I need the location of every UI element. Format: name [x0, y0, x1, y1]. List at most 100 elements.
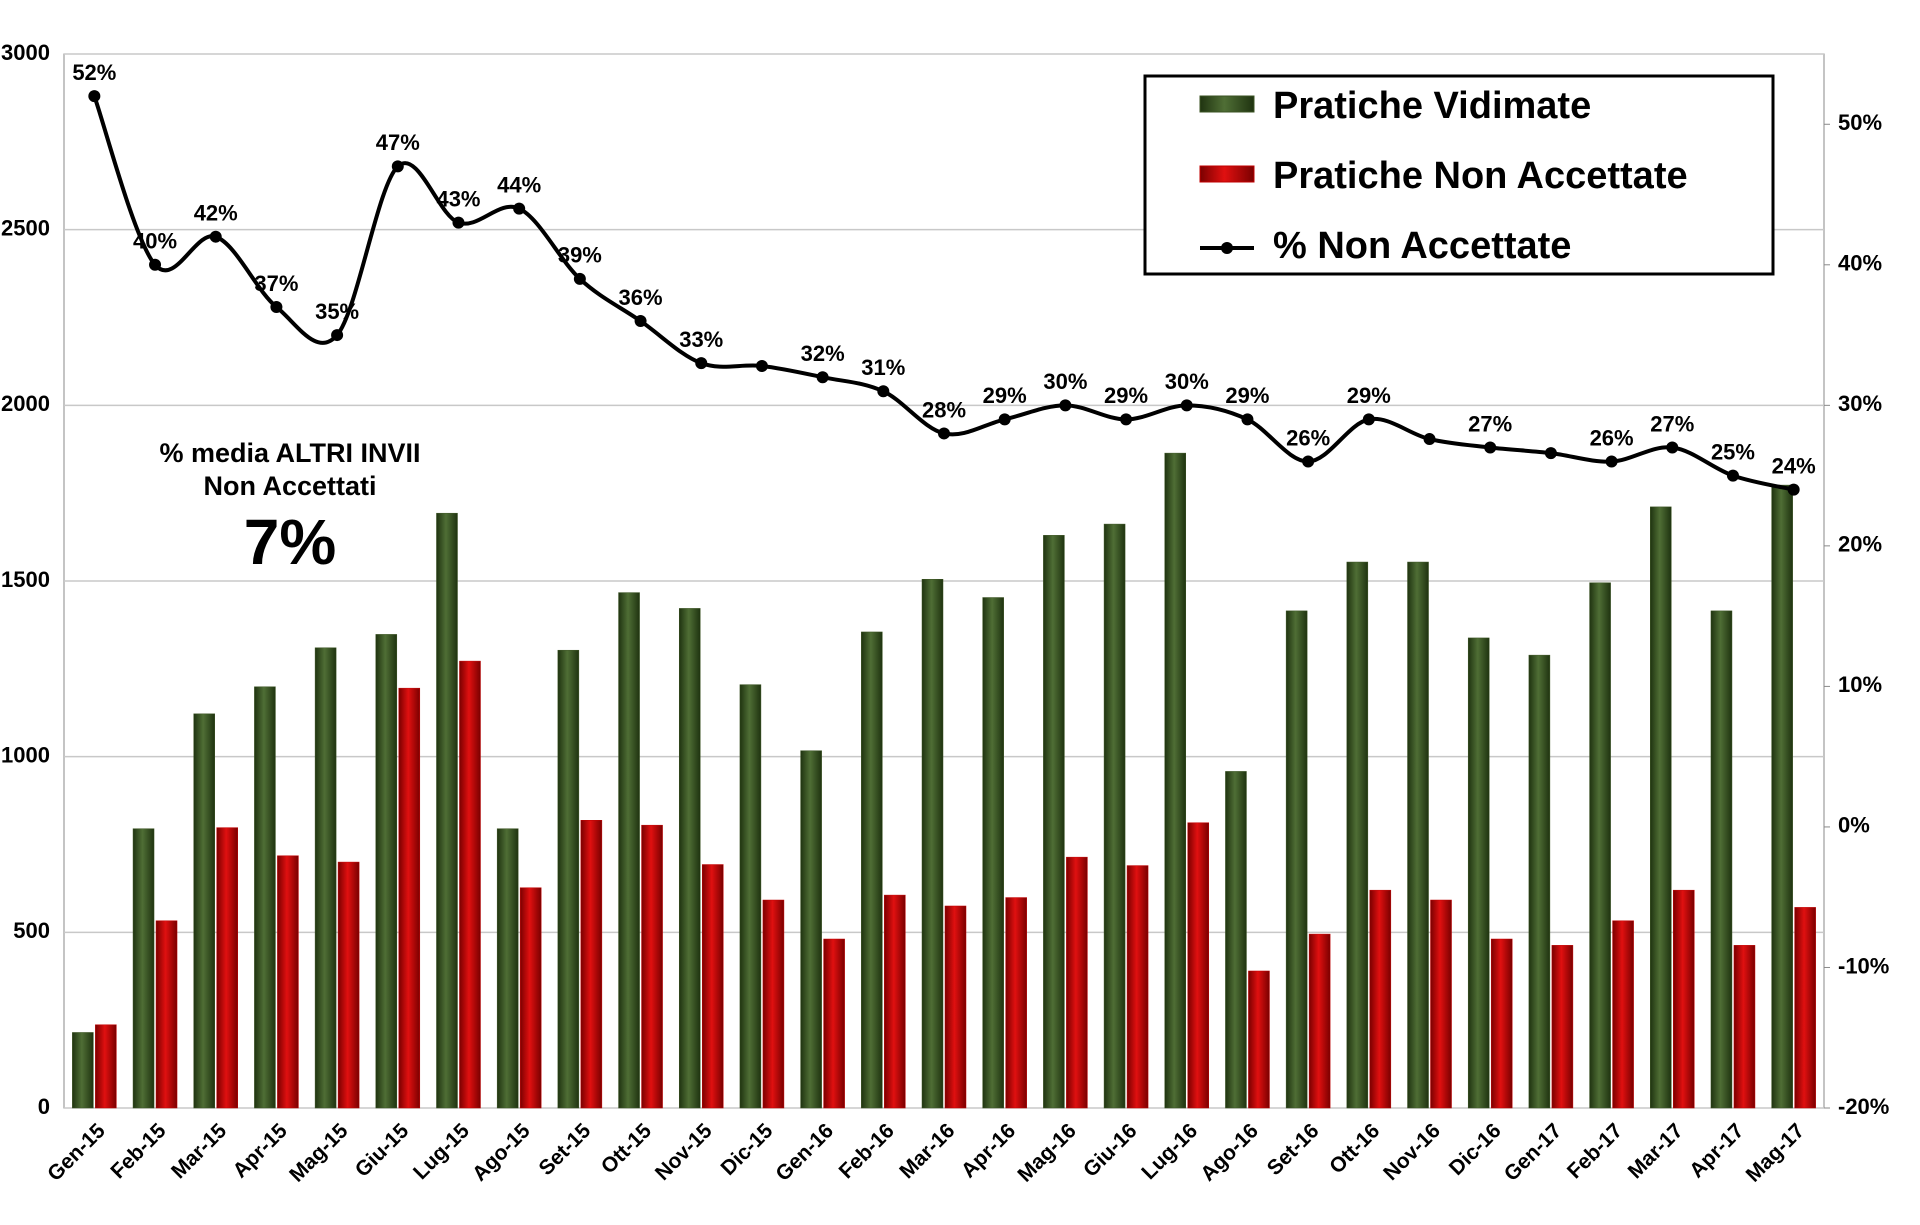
- data-label: 29%: [983, 383, 1027, 408]
- x-tick-label: Feb-17: [1563, 1119, 1627, 1183]
- legend-swatch: [1199, 95, 1255, 113]
- line-marker: [1362, 413, 1375, 426]
- y2-tick-label: 20%: [1838, 532, 1882, 557]
- bar: [982, 597, 1004, 1109]
- data-label: 35%: [315, 299, 359, 324]
- data-label: 37%: [254, 271, 298, 296]
- bar: [72, 1032, 94, 1109]
- bar: [1103, 523, 1126, 1109]
- x-tick-label: Ago-15: [468, 1119, 535, 1186]
- line-marker: [209, 230, 222, 243]
- bar: [1710, 610, 1733, 1109]
- data-label: 32%: [801, 341, 845, 366]
- bar: [861, 631, 883, 1109]
- x-tick-label: Gen-17: [1500, 1119, 1567, 1186]
- bar: [1369, 889, 1392, 1109]
- bar: [944, 905, 967, 1109]
- x-tick-label: Giu-16: [1079, 1119, 1141, 1181]
- x-tick-label: Feb-16: [835, 1119, 899, 1183]
- y2-tick-label: 10%: [1838, 672, 1882, 697]
- line-marker: [270, 300, 283, 313]
- line-marker: [1544, 447, 1557, 460]
- bar: [95, 1024, 117, 1109]
- bar: [1066, 856, 1088, 1109]
- data-label: 42%: [194, 201, 238, 226]
- x-tick-label: Nov-16: [1379, 1119, 1445, 1185]
- data-label: 28%: [922, 397, 966, 422]
- line-marker: [1180, 399, 1193, 412]
- bar: [436, 512, 458, 1109]
- data-label: 29%: [1347, 383, 1391, 408]
- bar: [1126, 865, 1149, 1109]
- legend-label: Pratiche Vidimate: [1273, 85, 1591, 127]
- bar: [739, 684, 762, 1109]
- line-marker: [1302, 455, 1315, 468]
- line-marker: [391, 160, 404, 173]
- legend-label: % Non Accettate: [1273, 225, 1571, 267]
- bar: [1650, 506, 1672, 1109]
- line-marker: [877, 385, 890, 398]
- line-marker: [149, 258, 162, 271]
- bar: [1528, 654, 1551, 1109]
- y2-tick-label: 0%: [1838, 813, 1870, 838]
- line-marker: [816, 371, 829, 384]
- line-marker: [1666, 441, 1679, 454]
- y2-tick-label: 40%: [1838, 251, 1882, 276]
- x-tick-label: Giu-15: [351, 1119, 414, 1182]
- data-label: 25%: [1711, 439, 1755, 464]
- bar: [337, 861, 360, 1109]
- y-tick-label: 2500: [1, 215, 50, 240]
- bar: [1346, 561, 1369, 1109]
- bar: [1043, 535, 1065, 1109]
- annotation: % media ALTRI INVII: [159, 438, 420, 468]
- x-tick-label: Set-15: [534, 1119, 595, 1180]
- bar: [641, 824, 663, 1109]
- annotation: 7%: [244, 506, 337, 578]
- bar: [1430, 899, 1452, 1109]
- data-label: 26%: [1590, 425, 1634, 450]
- data-label: 30%: [1043, 369, 1087, 394]
- y-tick-label: 3000: [1, 40, 50, 65]
- x-tick-label: Set-16: [1263, 1119, 1324, 1180]
- bar: [762, 899, 785, 1109]
- bar: [1589, 582, 1611, 1109]
- bar: [1467, 637, 1490, 1109]
- bar: [1187, 822, 1210, 1109]
- x-tick-label: Ago-16: [1196, 1119, 1263, 1186]
- y-tick-label: 1500: [1, 567, 50, 592]
- line-marker: [1059, 399, 1072, 412]
- bar: [1673, 889, 1695, 1109]
- line-marker: [573, 272, 586, 285]
- data-label: 29%: [1225, 383, 1269, 408]
- x-tick-label: Mag-15: [285, 1119, 353, 1187]
- bar: [800, 750, 822, 1109]
- bar: [496, 828, 519, 1109]
- bar: [216, 827, 238, 1109]
- data-label: 30%: [1165, 369, 1209, 394]
- x-tick-label: Ott-16: [1325, 1119, 1384, 1178]
- x-tick-label: Dic-16: [1445, 1119, 1506, 1180]
- legend-swatch: [1221, 242, 1233, 254]
- bar: [132, 828, 155, 1109]
- data-label: 27%: [1468, 411, 1512, 436]
- bar: [1164, 452, 1187, 1109]
- line-marker: [938, 427, 950, 440]
- y-tick-label: 0: [38, 1094, 50, 1119]
- line-marker: [1120, 413, 1133, 426]
- line-marker: [1484, 441, 1497, 454]
- x-tick-label: Nov-15: [651, 1119, 717, 1185]
- bar: [701, 864, 724, 1109]
- bar: [1733, 945, 1756, 1109]
- bar: [1794, 907, 1816, 1109]
- bar: [1551, 945, 1574, 1109]
- data-label: 47%: [376, 130, 420, 155]
- y-tick-label: 500: [13, 918, 50, 943]
- bar: [155, 920, 178, 1109]
- bar: [193, 713, 215, 1109]
- bar: [884, 894, 906, 1109]
- bar: [678, 608, 701, 1109]
- bar: [1248, 970, 1270, 1109]
- bar: [1612, 920, 1634, 1109]
- x-tick-label: Mar-16: [895, 1119, 959, 1183]
- bar: [459, 660, 481, 1109]
